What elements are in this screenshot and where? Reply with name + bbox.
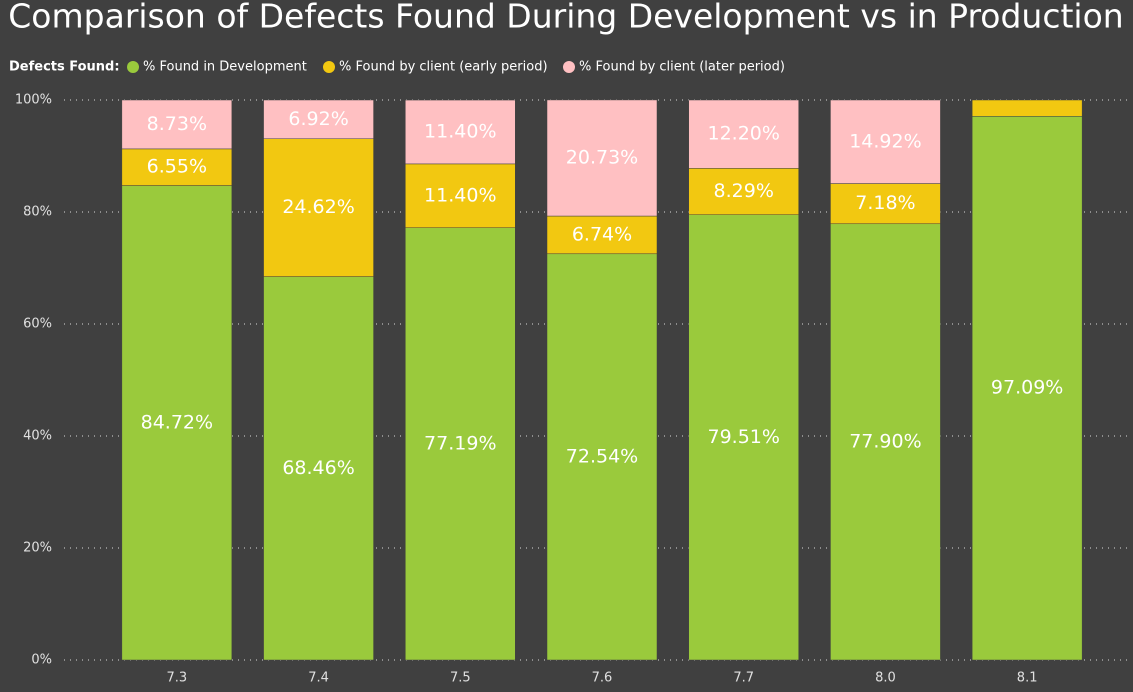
bar-segment: [405, 163, 516, 228]
data-label: 14.92%: [849, 130, 921, 152]
bar-segment: [830, 183, 941, 225]
legend-label: % Found in Development: [143, 60, 307, 75]
data-label: 97.09%: [991, 377, 1063, 399]
bar-segment: [830, 99, 941, 184]
bar-segment: [971, 116, 1083, 661]
legend-label: % Found by client (early period): [339, 60, 548, 75]
x-tick-label: 7.3: [167, 671, 188, 686]
data-label: 72.54%: [566, 445, 638, 467]
bar-segment: [405, 227, 516, 661]
legend-title: Defects Found:: [9, 60, 120, 75]
data-label: 77.90%: [849, 430, 921, 452]
x-tick-label: 7.7: [733, 671, 754, 686]
bar-segment: [263, 276, 374, 661]
y-tick-label: 40%: [23, 429, 52, 444]
x-tick-label: 7.5: [450, 671, 471, 686]
data-label: 11.40%: [424, 120, 496, 142]
bar-segment: [688, 99, 799, 169]
data-label: 6.92%: [288, 108, 348, 130]
data-label: 8.73%: [147, 113, 207, 135]
bar-segment: [263, 138, 374, 277]
bar-segment: [688, 168, 799, 215]
data-label: 84.72%: [141, 411, 213, 433]
y-tick-label: 0%: [31, 653, 52, 668]
data-label: 8.29%: [714, 180, 774, 202]
bar-segment: [121, 185, 233, 661]
legend-marker: [563, 61, 575, 73]
bar-segment: [546, 253, 658, 661]
bar-segment: [405, 99, 516, 165]
data-label: 11.40%: [424, 184, 496, 206]
data-label: 79.51%: [707, 426, 779, 448]
y-tick-label: 80%: [23, 205, 52, 220]
x-tick-label: 8.0: [875, 671, 896, 686]
x-tick-label: 8.1: [1017, 671, 1038, 686]
bar-segment: [263, 99, 374, 140]
bar-segment: [971, 99, 1083, 117]
bar-segment: [688, 214, 799, 661]
chart-title: Comparison of Defects Found During Devel…: [8, 0, 1123, 36]
y-tick-label: 20%: [23, 541, 52, 556]
data-label: 12.20%: [707, 123, 779, 145]
x-tick-label: 7.6: [592, 671, 613, 686]
data-label: 77.19%: [424, 432, 496, 454]
y-tick-label: 60%: [23, 317, 52, 332]
bar-segment: [546, 99, 658, 217]
data-label: 7.18%: [855, 192, 915, 214]
data-label: 6.55%: [147, 156, 207, 178]
data-label: 24.62%: [282, 196, 354, 218]
x-tick-label: 7.4: [308, 671, 329, 686]
legend-label: % Found by client (later period): [579, 60, 785, 75]
legend-marker: [323, 61, 335, 73]
bar-segment: [830, 223, 941, 661]
bar-segment: [121, 99, 233, 150]
data-label: 6.74%: [572, 223, 632, 245]
data-label: 20.73%: [566, 146, 638, 168]
y-tick-label: 100%: [15, 93, 52, 108]
legend-marker: [127, 61, 139, 73]
bar-segment: [546, 215, 658, 255]
data-label: 68.46%: [282, 457, 354, 479]
